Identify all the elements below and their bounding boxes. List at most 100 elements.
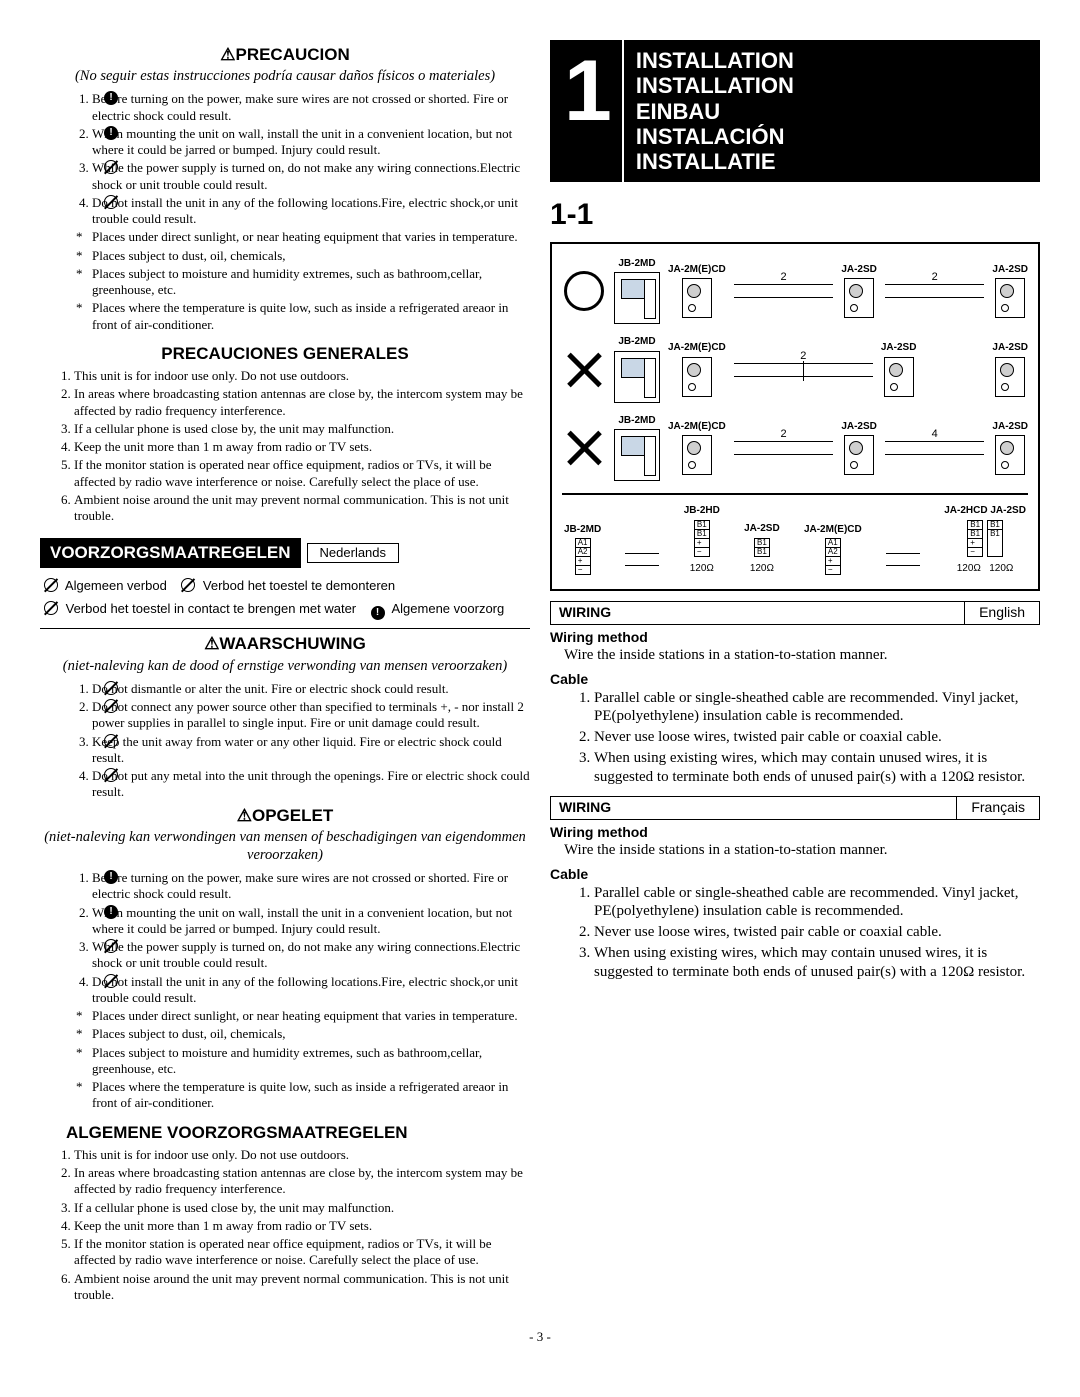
unit-label: JA-2M(E)CD [804, 524, 862, 537]
water-icon [44, 601, 58, 615]
precaucion-subtitle: (No seguir estas instrucciones podría ca… [40, 67, 530, 85]
list-item: Places subject to moisture and humidity … [92, 1045, 530, 1078]
wire-count: 2 [932, 271, 938, 285]
sub-unit-icon [682, 278, 712, 318]
resistor-label: 120Ω [690, 563, 714, 576]
terminal-block-icon: B1B1+− [967, 520, 983, 557]
ok-icon [564, 271, 604, 311]
list-item: Parallel cable or single-sheathed cable … [594, 884, 1040, 922]
right-column: 1 INSTALLATION INSTALLATION EINBAU INSTA… [550, 40, 1040, 1305]
wiring-method-title: Wiring method [550, 824, 1040, 842]
sub-unit-icon [884, 357, 914, 397]
resistor-label: 120Ω [957, 563, 981, 574]
wiring-method-title: Wiring method [550, 629, 1040, 647]
title-line: INSTALLATIE [636, 149, 794, 174]
prohibit-icon [104, 699, 118, 713]
voorzorg-header: VOORZORGSMAATREGELEN Nederlands [40, 538, 530, 567]
installation-titles: INSTALLATION INSTALLATION EINBAU INSTALA… [624, 40, 802, 182]
list-item: Places subject to moisture and humidity … [92, 266, 530, 299]
alert-icon: ! [371, 606, 385, 620]
list-item: Never use loose wires, twisted pair cabl… [594, 728, 1040, 747]
terminal-block-icon: B1B1+− [694, 520, 710, 557]
list-item: This unit is for indoor use only. Do not… [74, 1147, 530, 1163]
master-unit-icon [614, 429, 660, 481]
list-item: If a cellular phone is used close by, th… [74, 1200, 530, 1216]
prohibit-icon [104, 768, 118, 782]
terminal-block-icon: A1A2+− [575, 538, 591, 575]
list-item: Places where the temperature is quite lo… [92, 1079, 530, 1112]
unit-label: JA-2SD [992, 264, 1028, 277]
cable-icon [625, 545, 659, 575]
voorzorg-bar: VOORZORGSMAATREGELEN [40, 538, 301, 567]
opgelet-title: ⚠OPGELET [40, 805, 530, 826]
list-item: When using existing wires, which may con… [594, 749, 1040, 787]
opgelet-stars: Places under direct sunlight, or near he… [40, 1008, 530, 1112]
list-item: Before turning on the power, make sure w… [92, 870, 508, 901]
title-line: INSTALLATION [636, 73, 794, 98]
algemene-title: ALGEMENE VOORZORGSMAATREGELEN [66, 1122, 530, 1143]
wiring-diagram: JB-2MD JA-2M(E)CD 2 JA-2SD 2 JA-2SD JB-2… [550, 242, 1040, 592]
wiring-title: WIRING [551, 602, 619, 624]
wiring-method-text: Wire the inside stations in a station-to… [564, 646, 1040, 665]
section-number: 1-1 [550, 196, 1040, 234]
list-item: Keep the unit away from water or any oth… [92, 734, 502, 765]
chapter-number: 1 [550, 40, 624, 182]
cable-icon [886, 545, 920, 575]
unit-label: JA-2SD [992, 342, 1028, 355]
prohibit-icon [44, 578, 58, 592]
cable-title: Cable [550, 671, 1040, 689]
unit-label: JA-2SD [992, 421, 1028, 434]
title-line: EINBAU [636, 99, 794, 124]
list-item: When mounting the unit on wall, install … [92, 905, 512, 936]
unit-label: JA-2M(E)CD [668, 342, 726, 355]
list-item: Do not put any metal into the unit throu… [92, 768, 530, 799]
cable-title: Cable [550, 866, 1040, 884]
disassemble-icon [181, 578, 195, 592]
sub-unit-icon [844, 435, 874, 475]
title-line: INSTALLATION [636, 48, 794, 73]
diagram-row-wrong: JB-2MD JA-2M(E)CD 2 JA-2SD JA-2SD [562, 336, 1028, 403]
unit-label: JB-2HD [684, 505, 720, 518]
precaucion-list: !Before turning on the power, make sure … [40, 91, 530, 227]
wrong-icon [564, 350, 604, 390]
wiring-title: WIRING [551, 797, 619, 819]
unit-label: JA-2SD [881, 342, 917, 355]
resistor-label: 120Ω [989, 563, 1013, 574]
list-item: Ambient noise around the unit may preven… [74, 492, 530, 525]
page-number: - 3 - [40, 1329, 1040, 1345]
unit-label: JA-2M(E)CD [668, 421, 726, 434]
diagram-row-correct: JB-2MD JA-2M(E)CD 2 JA-2SD 2 JA-2SD [562, 258, 1028, 325]
wiring-method-text: Wire the inside stations in a station-to… [564, 841, 1040, 860]
list-item: Do not install the unit in any of the fo… [92, 195, 518, 226]
cable-list-fr: Parallel cable or single-sheathed cable … [564, 884, 1040, 982]
unit-label: JB-2MD [564, 524, 601, 537]
list-item: If the monitor station is operated near … [74, 457, 530, 490]
list-item: Places subject to dust, oil, chemicals, [92, 1026, 530, 1042]
legend-text: Verbod het toestel te demonteren [203, 578, 395, 593]
unit-label: JA-2HCD [944, 505, 987, 516]
title-line: INSTALACIÓN [636, 124, 794, 149]
unit-label: JA-2SD [841, 421, 877, 434]
list-item: Never use loose wires, twisted pair cabl… [594, 923, 1040, 942]
list-item: Do not connect any power source other th… [92, 699, 524, 730]
list-item: In areas where broadcasting station ante… [74, 1165, 530, 1198]
unit-label: JB-2MD [618, 258, 655, 271]
prohibit-icon [104, 974, 118, 988]
terminal-block-icon: B1B1 [987, 520, 1003, 557]
unit-label: JA-2M(E)CD [668, 264, 726, 277]
terminal-block-icon: B1B1 [754, 538, 770, 557]
list-item: This unit is for indoor use only. Do not… [74, 368, 530, 384]
legend: Algemeen verbod Verbod het toestel te de… [40, 568, 530, 630]
sub-unit-icon [995, 357, 1025, 397]
list-item: Do not install the unit in any of the fo… [92, 974, 518, 1005]
opgelet-list: !Before turning on the power, make sure … [40, 870, 530, 1006]
prohibit-icon [104, 939, 118, 953]
wire-count: 2 [780, 428, 786, 442]
diagram-row-wrong: JB-2MD JA-2M(E)CD 2 JA-2SD 4 JA-2SD [562, 415, 1028, 482]
wire-count: 2 [780, 271, 786, 285]
unit-label: JB-2MD [618, 415, 655, 428]
opgelet-subtitle: (niet-naleving kan verwondingen van mens… [40, 828, 530, 864]
prohibit-icon [104, 734, 118, 748]
sub-unit-icon [682, 435, 712, 475]
list-item: In areas where broadcasting station ante… [74, 386, 530, 419]
